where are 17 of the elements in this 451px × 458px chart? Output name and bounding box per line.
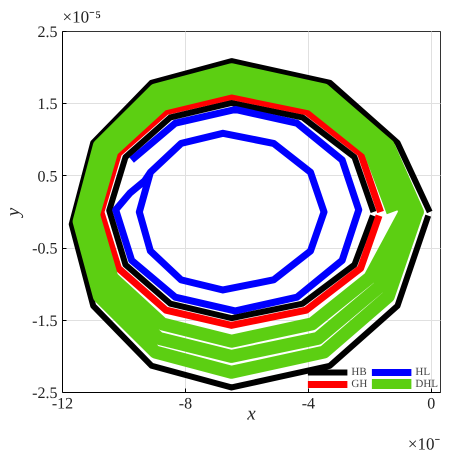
x-tick-label: 0 bbox=[427, 396, 436, 412]
text: ×10⁻ bbox=[408, 434, 441, 454]
y-tick-label: -2.5 bbox=[32, 385, 58, 402]
x-tick-label: -8 bbox=[178, 396, 192, 412]
legend-label: DHL bbox=[415, 378, 438, 390]
y-tick-label: 1.5 bbox=[38, 96, 58, 114]
y-tick-label: 2.5 bbox=[38, 24, 58, 41]
text: ×10⁻⁵ bbox=[62, 8, 102, 26]
x-tick-label: -4 bbox=[302, 396, 316, 412]
y-tick-label: 0.5 bbox=[38, 168, 58, 186]
legend-label: GH bbox=[351, 378, 368, 390]
x-axis-title: x bbox=[246, 404, 256, 424]
y-axis-title: y bbox=[3, 207, 24, 218]
legend-label: HL bbox=[415, 366, 432, 378]
y-tick-label: -0.5 bbox=[32, 240, 58, 258]
legend-label: HB bbox=[351, 366, 368, 378]
y-tick-label: -1.5 bbox=[32, 312, 58, 330]
